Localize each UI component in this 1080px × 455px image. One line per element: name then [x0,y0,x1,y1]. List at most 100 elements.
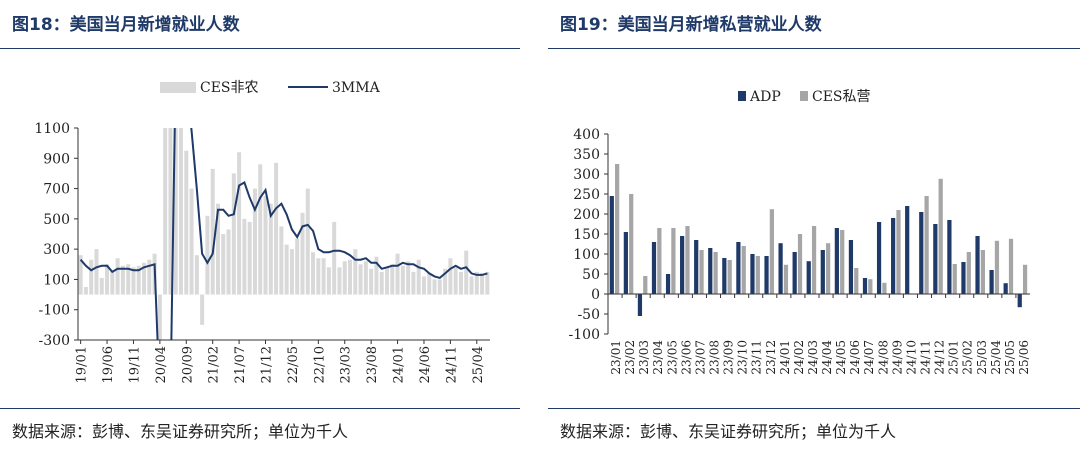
x-tick-label: 24/01 [778,340,792,375]
bar-ces [332,221,337,295]
bar-ces [437,279,442,295]
y-tick-label: -300 [39,333,70,349]
bar-ces [289,249,294,295]
y-tick-label: 1100 [34,121,70,137]
x-tick-label: 20/09 [180,346,195,383]
bar-ces [231,173,236,295]
bar-adp [736,242,741,294]
bar-ces-private [924,196,929,294]
bar-adp [820,250,825,294]
x-tick-label: 20/04 [154,346,169,383]
bar-ces-private [769,209,774,294]
bar-adp [694,240,699,294]
x-tick-label: 24/08 [876,340,890,375]
bar-ces [411,271,416,295]
bar-adp [708,248,713,294]
bar-adp [905,206,910,294]
bar-adp [722,258,727,294]
bar-adp [975,236,980,294]
bar-ces [464,250,469,295]
bar-ces [358,264,363,295]
bar-ces-private [952,264,957,294]
y-tick-label: -100 [39,303,70,319]
bar-ces [247,221,252,295]
bar-ces [263,196,268,295]
x-tick-label: 19/11 [127,346,142,383]
x-tick-label: 24/07 [862,340,876,375]
y-tick-label: 500 [43,212,70,228]
x-tick-label: 24/10 [904,340,918,375]
bar-ces [242,218,247,295]
y-tick-label: 300 [43,242,70,258]
x-tick-label: 23/07 [693,340,707,375]
bar-ces [305,188,310,295]
bar-adp [848,240,854,294]
legend-label-3mma: 3MMA [332,80,381,96]
bar-ces [210,168,215,295]
bar-adp [623,232,628,294]
bar-ces [480,273,485,295]
title-rule [0,48,520,49]
figure-19: 图19：美国当月新增私营就业人数 ADP CES私营 23/01 23/02 23/03… [548,0,1080,455]
bar-ces [78,255,83,295]
x-tick-label: 24/09 [890,340,904,375]
bar-ces-private [797,234,803,294]
x-tick-label: 23/11 [750,340,764,375]
bar-ces [163,128,168,295]
x-tick-label: 24/06 [848,340,862,375]
bar-ces [326,267,331,295]
x-tick-label: 21/02 [207,346,222,383]
x-tick-label: 21/12 [260,346,275,383]
bar-ces [99,277,104,295]
bar-ces [295,238,300,295]
bar-ces-private [713,252,718,294]
bar-ces [443,268,448,295]
y-tick-label: 50 [582,267,600,283]
bar-ces [400,265,405,295]
bar-ces [416,259,421,295]
bar-adp [891,218,896,294]
bar-adp [961,262,966,294]
bar-ces [258,164,263,295]
x-tick-label: 24/11 [919,340,933,375]
bar-adp [792,252,797,294]
bar-ces-private [840,230,845,294]
x-tick-label: 22/05 [286,346,301,383]
title-rule [548,48,1080,49]
x-tick-label: 24/12 [933,340,947,375]
source-rule [548,408,1080,409]
bar-ces [284,244,289,295]
bar-ces [316,258,321,295]
bar-ces [395,253,400,295]
bar-adp [947,220,952,294]
bar-ces-private [826,243,831,294]
bar-ces [321,258,326,295]
bar-adp [1003,283,1008,294]
x-tick-label: 25/02 [961,340,975,375]
bar-ces [252,188,257,295]
y-tick-label: -100 [569,327,600,343]
x-tick-label: 24/02 [792,340,806,375]
bar-adp [919,212,924,294]
bar-ces-private [755,256,760,294]
bar-ces-private [615,164,620,294]
bar-ces [268,203,273,295]
bar-ces [469,276,474,295]
bar-ces [110,270,115,295]
figure-title: 图18：美国当月新增就业人数 [12,15,240,35]
bar-ces [337,267,342,295]
x-tick-label: 23/12 [764,340,778,375]
bar-ces [205,215,210,295]
legend-label-adp: ADP [749,89,781,105]
y-tick-label: 100 [573,247,600,263]
bar-ces-private [727,260,732,294]
bar-ces-private [1022,264,1028,294]
x-tick-label: 24/01 [392,346,407,383]
bar-ces [178,128,184,295]
legend-swatch-ces [160,82,196,93]
bar-ces [237,152,242,295]
bar-adp [876,222,882,294]
y-tick-label: -50 [577,307,600,323]
y-tick-label: 900 [43,151,70,167]
legend-swatch-adp [738,91,746,101]
